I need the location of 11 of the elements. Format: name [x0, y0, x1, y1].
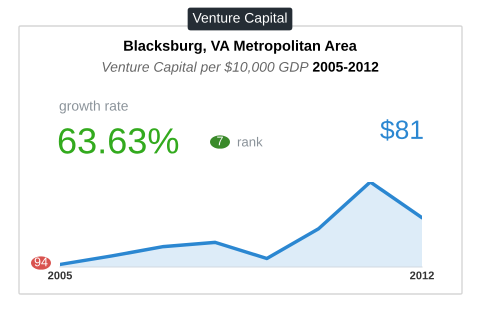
text: 7: [217, 136, 223, 146]
text: Venture Capital: [192, 12, 287, 26]
x-tick-label: 2005: [48, 271, 72, 280]
chart-subtitle: Venture Capital per $10,000 GDP 2005-2012: [102, 61, 378, 75]
text: growth rate: [60, 100, 128, 114]
text: $81: [380, 119, 423, 141]
text: 63.63%: [58, 128, 178, 154]
text: 94: [34, 258, 48, 266]
chart-title: Blacksburg, VA Metropolitan Area: [124, 40, 357, 54]
text: rank: [238, 136, 263, 147]
x-tick-label: 2012: [410, 271, 434, 280]
